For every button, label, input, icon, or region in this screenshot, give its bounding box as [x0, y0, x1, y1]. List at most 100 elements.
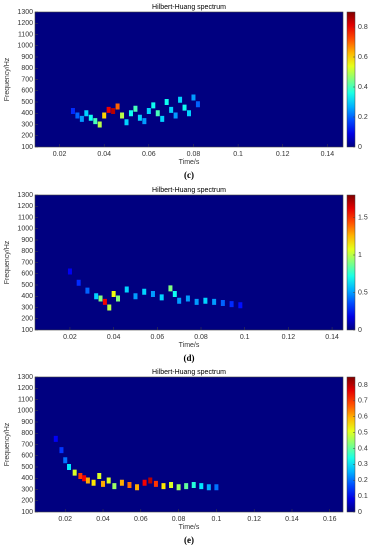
y-tick-label: 700	[21, 259, 33, 266]
spectrum-point	[184, 483, 189, 490]
y-tick-label: 500	[21, 99, 33, 106]
colorbar	[346, 376, 356, 513]
colorbar-tick-label: 0.6	[358, 54, 368, 61]
y-tick-label: 900	[21, 54, 33, 61]
y-tick-label: 1000	[17, 226, 33, 233]
spectrum-point	[146, 108, 151, 114]
colorbar-tick-label: 0	[358, 327, 362, 334]
spectrum-point	[124, 119, 129, 126]
x-tick-label: 0.1	[240, 334, 250, 341]
colorbar-tick-label: 0.7	[358, 398, 368, 405]
spectrum-point	[173, 112, 178, 119]
spectrum-point	[59, 447, 64, 454]
x-tick-label: 0.12	[276, 151, 290, 158]
spectrum-point	[203, 297, 208, 304]
y-tick-label: 700	[21, 76, 33, 83]
spectrum-point	[206, 484, 211, 491]
x-tick-label: 0.14	[285, 516, 299, 523]
colorbar	[346, 194, 356, 331]
colorbar-tick-label: 0.5	[358, 429, 368, 436]
y-tick-label: 600	[21, 453, 33, 460]
caption: (d)	[184, 353, 195, 363]
spectrum-point	[111, 291, 116, 297]
y-tick-label: 300	[21, 121, 33, 128]
spectrum-point	[133, 293, 138, 300]
spectrum-point	[67, 268, 72, 275]
spectrum-point	[194, 298, 199, 305]
spectrum-point	[153, 480, 158, 487]
spectrum-point	[178, 96, 183, 103]
caption: (e)	[184, 535, 194, 545]
spectrum-point	[187, 110, 191, 117]
plot-background	[35, 195, 343, 330]
spectrum-point	[133, 105, 138, 112]
spectrum-point	[70, 108, 75, 114]
colorbar-tick-label: 0.8	[358, 24, 368, 31]
spectrum-point	[182, 104, 187, 111]
spectrum-point	[76, 279, 81, 286]
spectrum-point	[177, 297, 182, 304]
spectrum-point	[142, 118, 147, 125]
colorbar-tick-label: 0	[358, 144, 362, 151]
y-tick-label: 400	[21, 475, 33, 482]
y-tick-label: 400	[21, 293, 33, 300]
chart-title: Hilbert-Huang spectrum	[152, 369, 226, 376]
x-tick-label: 0.04	[107, 334, 121, 341]
y-tick-label: 600	[21, 88, 33, 95]
spectrum-point	[169, 106, 174, 113]
spectrum-point	[212, 298, 217, 305]
colorbar-tick-label: 0	[358, 509, 362, 516]
y-tick-label: 1100	[18, 214, 33, 221]
y-tick-label: 1000	[17, 408, 33, 415]
y-tick-label: 500	[21, 464, 33, 471]
y-tick-label: 800	[21, 430, 33, 437]
spectrum-point	[191, 94, 196, 101]
x-tick-label: 0.04	[96, 516, 110, 523]
spectrum-point	[75, 112, 80, 119]
x-tick-label: 0.06	[134, 516, 148, 523]
spectrum-point	[155, 110, 160, 117]
spectrum-point	[106, 106, 111, 113]
x-tick-label: 0.08	[194, 334, 208, 341]
spectrum-point	[63, 457, 68, 464]
spectrum-point	[82, 475, 87, 482]
y-tick-label: 400	[21, 110, 33, 117]
spectrum-point	[191, 482, 196, 488]
spectrum-point	[67, 464, 72, 470]
chart-title: Hilbert-Huang spectrum	[152, 187, 226, 194]
x-tick-label: 0.1	[233, 151, 243, 158]
x-tick-label: 0.08	[172, 516, 186, 523]
spectrum-point	[199, 483, 204, 490]
spectrum-point	[137, 114, 142, 121]
spectrum-point	[106, 477, 111, 484]
y-tick-label: 300	[21, 486, 33, 493]
spectrum-point	[78, 473, 83, 479]
y-tick-label: 1100	[18, 31, 33, 38]
spectrum-point	[151, 102, 156, 109]
y-tick-label: 1300	[17, 9, 33, 16]
spectrum-point	[111, 108, 116, 114]
y-tick-label: 1200	[17, 385, 33, 392]
colorbar-tick-label: 1.5	[358, 214, 368, 221]
y-tick-label: 500	[21, 282, 33, 289]
y-tick-label: 1200	[17, 20, 33, 27]
spectrum-point	[119, 479, 124, 486]
y-tick-label: 1000	[17, 43, 33, 50]
colorbar-tick-label: 0.2	[358, 477, 368, 484]
colorbar-tick-label: 0.6	[358, 414, 368, 421]
spectrum-point	[94, 293, 99, 300]
x-axis-label: Time/s	[179, 524, 200, 531]
spectrum-point	[116, 295, 121, 302]
y-tick-label: 100	[21, 509, 33, 516]
spectrum-point	[124, 286, 129, 293]
x-tick-label: 0.14	[321, 151, 335, 158]
y-tick-label: 1300	[17, 192, 33, 199]
spectrum-point	[53, 435, 58, 442]
x-tick-label: 0.06	[142, 151, 156, 158]
colorbar-tick-label: 0.5	[358, 289, 368, 296]
spectrum-point	[85, 477, 90, 484]
colorbar	[346, 11, 356, 148]
y-axis-label: Frequency/Hz	[4, 240, 11, 284]
spectrum-point	[98, 295, 103, 302]
caption: (c)	[184, 170, 194, 180]
